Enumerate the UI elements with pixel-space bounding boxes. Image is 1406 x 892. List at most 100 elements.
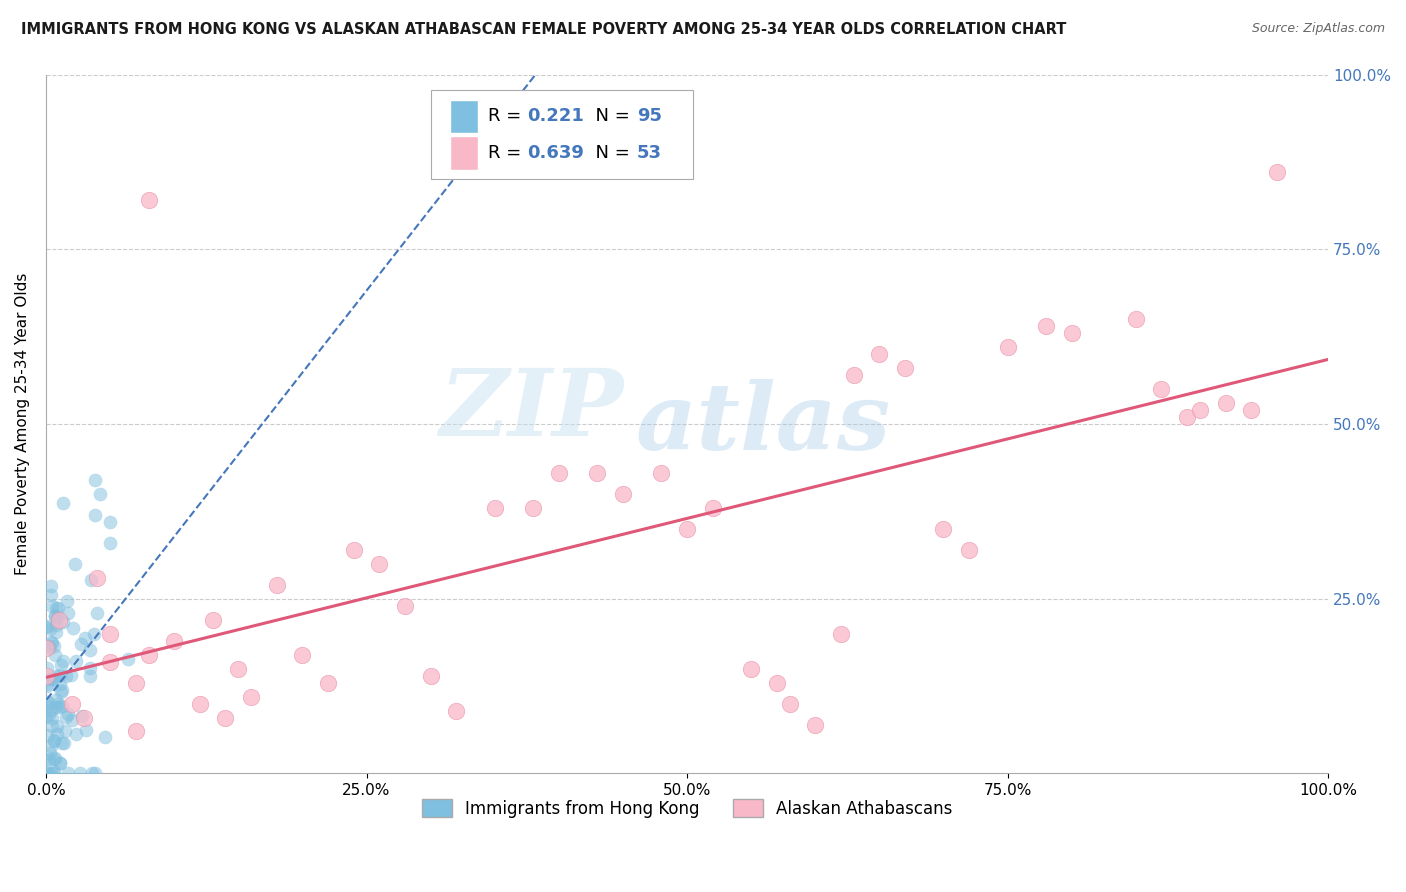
Point (138, 648, 160, 662)
Point (35, 668, 58, 682)
Text: 95: 95 (637, 107, 662, 126)
Legend: Immigrants from Hong Kong, Alaskan Athabascans: Immigrants from Hong Kong, Alaskan Athab… (415, 792, 959, 824)
Point (446, 704, 468, 718)
Point (79, 661, 101, 675)
Point (522, 500, 544, 515)
Point (58, 606, 80, 620)
Point (38, 707, 60, 722)
Point (35, 661, 58, 675)
Point (38, 752, 60, 766)
Point (394, 599, 416, 613)
Point (39, 635, 62, 649)
Point (73, 631, 96, 645)
Point (45, 601, 67, 615)
Point (1240, 403, 1263, 417)
Point (650, 466, 672, 480)
Point (38, 746, 60, 760)
Point (45, 617, 67, 632)
Point (138, 194, 160, 208)
Point (44, 609, 66, 624)
Point (55, 593, 77, 607)
Point (44, 764, 66, 779)
Text: N =: N = (585, 107, 636, 126)
Point (83, 473, 105, 487)
Point (35, 695, 58, 709)
Point (35, 619, 58, 633)
Point (41, 579, 63, 593)
Point (39, 702, 62, 716)
Point (44, 732, 66, 747)
Point (52, 736, 75, 750)
Point (1125, 312, 1147, 326)
Point (70, 709, 93, 723)
Point (46, 719, 69, 733)
Point (35, 640, 58, 655)
Point (98, 655, 121, 669)
Point (547, 466, 569, 480)
Point (65, 558, 87, 572)
Text: R =: R = (488, 144, 527, 161)
Point (65, 654, 87, 668)
Point (37, 639, 59, 653)
Point (60, 713, 83, 727)
Point (49, 676, 72, 690)
Point (368, 557, 391, 571)
Text: IMMIGRANTS FROM HONG KONG VS ALASKAN ATHABASCAN FEMALE POVERTY AMONG 25-34 YEAR : IMMIGRANTS FROM HONG KONG VS ALASKAN ATH… (21, 22, 1067, 37)
Point (45, 700, 67, 714)
Point (45, 692, 67, 706)
Point (41, 719, 63, 733)
Point (226, 662, 249, 676)
Point (55, 710, 77, 724)
Point (484, 500, 506, 515)
Point (35, 766, 58, 780)
Point (37, 766, 59, 780)
Point (35, 709, 58, 723)
Point (44, 752, 66, 766)
Point (83, 508, 105, 522)
Point (1060, 326, 1083, 340)
Point (49, 684, 72, 698)
Point (75, 723, 97, 737)
Point (1150, 382, 1173, 396)
Point (1265, 165, 1288, 179)
Point (201, 613, 224, 627)
Point (676, 522, 699, 536)
Bar (450, 136, 478, 169)
Point (779, 697, 801, 711)
Point (42, 766, 65, 780)
Point (49, 756, 72, 771)
Y-axis label: Female Poverty Among 25-34 Year Olds: Female Poverty Among 25-34 Year Olds (15, 273, 30, 575)
Point (125, 675, 148, 690)
Point (586, 466, 609, 480)
Point (79, 643, 101, 657)
Point (53, 724, 76, 739)
Point (49, 668, 72, 682)
Point (163, 633, 186, 648)
Point (932, 522, 955, 536)
Point (41, 599, 63, 613)
Point (38, 640, 60, 655)
Point (41, 672, 63, 686)
Point (37, 677, 59, 691)
Point (46, 727, 69, 741)
Point (35, 753, 58, 767)
Point (98, 626, 121, 640)
Bar (450, 100, 478, 133)
Point (214, 710, 236, 724)
Point (52, 655, 75, 669)
Point (48, 613, 70, 627)
Point (419, 668, 441, 682)
Point (37, 672, 59, 686)
Text: 53: 53 (637, 144, 662, 161)
Point (1215, 396, 1237, 410)
Point (125, 724, 148, 739)
Point (1035, 319, 1057, 334)
Point (35, 699, 58, 714)
FancyBboxPatch shape (430, 90, 693, 179)
Point (46, 697, 69, 711)
Point (266, 578, 288, 592)
Point (804, 717, 827, 731)
Text: 0.639: 0.639 (527, 144, 583, 161)
Point (37, 696, 59, 710)
Point (42, 734, 65, 748)
